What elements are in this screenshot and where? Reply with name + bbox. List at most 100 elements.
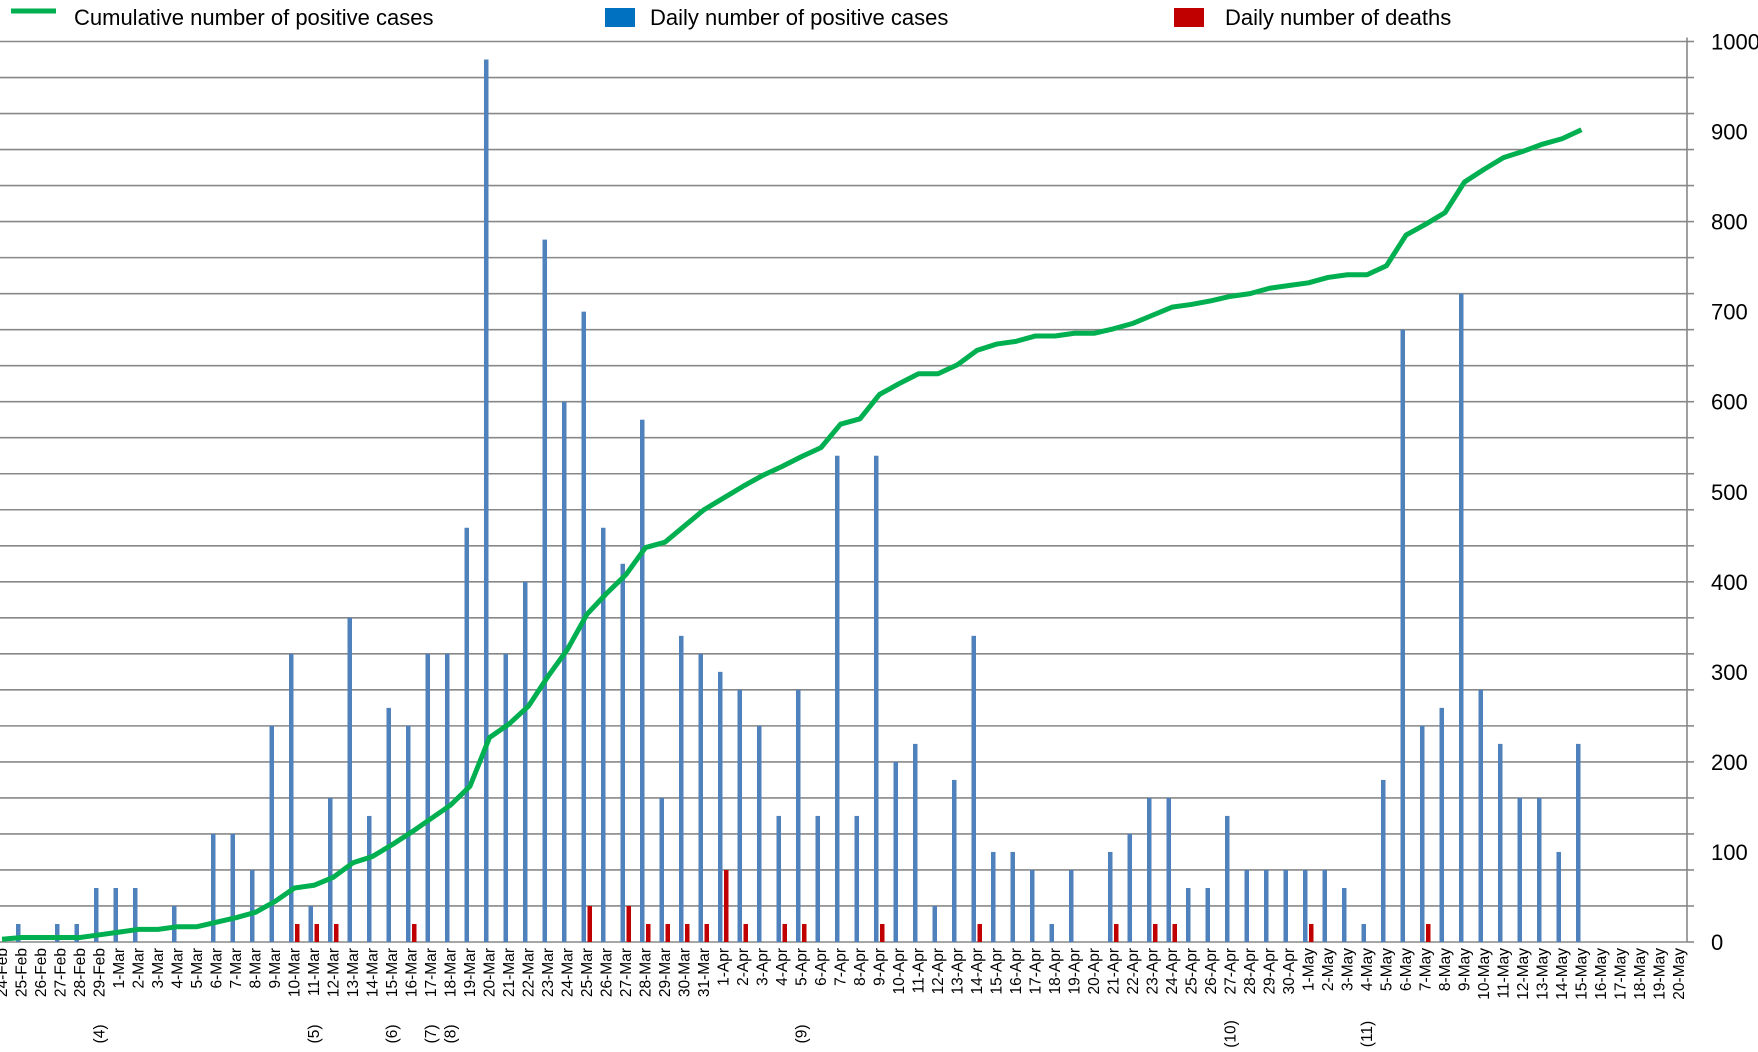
legend-label: Daily number of deaths — [1225, 5, 1451, 30]
x-tick-label: 17-Apr — [1028, 948, 1045, 995]
bar — [971, 635, 976, 942]
x-tick-label: 16-Apr — [1008, 948, 1025, 995]
bar — [1517, 797, 1522, 942]
bar — [269, 725, 274, 942]
bar — [1322, 869, 1327, 942]
x-tick-label: 7-Apr — [833, 948, 850, 986]
y-tick-label: 700 — [1711, 300, 1748, 325]
x-tick-label: 4-Apr — [774, 948, 791, 986]
x-tick-label: 29-Feb — [92, 948, 109, 997]
y-tick-label: 800 — [1711, 210, 1748, 235]
y-tick-label: 100 — [1711, 840, 1748, 865]
annotation: (10) — [1223, 1020, 1240, 1048]
bar — [1069, 869, 1074, 942]
bar — [1225, 815, 1230, 942]
annotation: (5) — [306, 1025, 323, 1044]
bar — [250, 869, 255, 942]
bar — [1166, 797, 1171, 942]
bar — [113, 887, 118, 942]
x-tick-label: 25-Feb — [14, 948, 31, 997]
x-tick-label: 13-Apr — [950, 948, 967, 995]
x-tick-label: 11-Mar — [306, 948, 323, 996]
bar — [646, 923, 651, 942]
bar — [230, 833, 235, 942]
x-tick-label: 6-May — [1398, 948, 1415, 991]
x-tick-label: 24-Apr — [1164, 948, 1181, 995]
bar — [782, 923, 787, 942]
bar — [1114, 923, 1119, 942]
bar — [334, 923, 339, 942]
legend-item: Daily number of deaths — [1174, 5, 1451, 30]
bar — [679, 635, 684, 942]
x-tick-label: 9-May — [1457, 948, 1474, 991]
legend-item: Daily number of positive cases — [605, 5, 948, 30]
y-tick-label: 0 — [1711, 930, 1723, 955]
x-tick-label: 12-Mar — [326, 948, 343, 997]
bar — [211, 833, 216, 942]
x-tick-label: 26-Feb — [33, 948, 50, 997]
x-tick-label: 19-Mar — [462, 948, 479, 997]
bar — [626, 905, 631, 942]
bar — [743, 923, 748, 942]
bar — [542, 239, 547, 943]
bar — [724, 869, 729, 942]
bar — [815, 815, 820, 942]
x-tick-label: 21-Apr — [1106, 948, 1123, 995]
bar — [1108, 851, 1113, 942]
bar — [802, 923, 807, 942]
x-tick-label: 5-Mar — [189, 948, 206, 988]
bar — [1342, 887, 1347, 942]
bar — [425, 653, 430, 942]
annotation: (6) — [384, 1025, 401, 1044]
bar — [16, 923, 21, 942]
x-tick-label: 11-Apr — [911, 948, 928, 993]
bar — [698, 653, 703, 942]
x-tick-label: 15-Apr — [989, 948, 1006, 995]
x-tick-label: 21-Mar — [501, 948, 518, 997]
bar — [55, 923, 60, 942]
bar — [94, 887, 99, 942]
y-tick-label: 400 — [1711, 570, 1748, 595]
x-tick-label: 13-May — [1535, 948, 1552, 1000]
x-tick-label: 16-Mar — [404, 948, 421, 997]
x-tick-label: 18-Mar — [443, 948, 460, 997]
annotation: (4) — [92, 1025, 109, 1044]
x-tick-label: 1-Apr — [716, 948, 733, 986]
x-tick-label: 3-Apr — [755, 948, 772, 986]
bar — [503, 653, 508, 942]
x-tick-label: 29-Apr — [1262, 948, 1279, 995]
x-tick-label: 19-May — [1652, 948, 1669, 1000]
bar — [74, 923, 79, 942]
bar — [1459, 293, 1464, 942]
bar — [1537, 797, 1542, 942]
x-tick-label: 11-May — [1496, 948, 1513, 999]
x-tick-label: 28-Feb — [72, 948, 89, 997]
bar — [581, 311, 586, 942]
x-tick-label: 7-May — [1418, 948, 1435, 991]
x-tick-label: 15-May — [1574, 948, 1591, 1000]
line — [1, 127, 1583, 942]
bar — [620, 563, 625, 942]
y-tick-label: 200 — [1711, 750, 1748, 775]
bar — [445, 653, 450, 942]
bar — [1309, 923, 1314, 942]
bar — [1205, 887, 1210, 942]
x-tick-label: 27-Apr — [1223, 948, 1240, 995]
x-tick-label: 12-Apr — [930, 948, 947, 995]
bar — [1400, 329, 1405, 942]
x-tick-label: 13-Mar — [345, 948, 362, 997]
x-tick-label: 1-May — [1301, 948, 1318, 991]
bar — [1010, 851, 1015, 942]
x-tick-label: 2-Mar — [131, 948, 148, 988]
x-tick-label: 27-Feb — [53, 948, 70, 997]
bar — [464, 527, 469, 942]
bar — [328, 797, 333, 942]
y-tick-label: 900 — [1711, 120, 1748, 145]
bar — [314, 923, 319, 942]
x-tick-label: 25-Apr — [1184, 948, 1201, 995]
x-tick-label: 8-Mar — [248, 948, 265, 988]
bar — [640, 419, 645, 943]
x-tick-label: 26-Mar — [599, 948, 616, 997]
x-tick-label: 20-Apr — [1086, 948, 1103, 995]
legend-swatch — [605, 8, 635, 27]
